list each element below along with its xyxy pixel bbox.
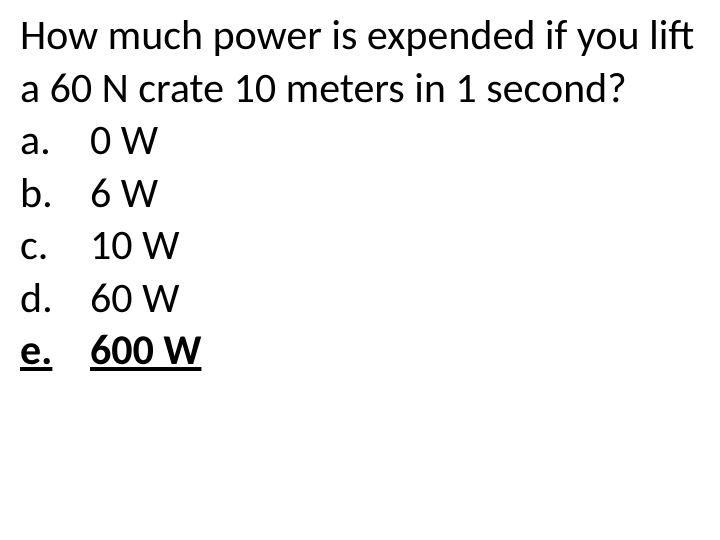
- option-letter: d.: [20, 273, 90, 326]
- option-letter: c.: [20, 220, 90, 273]
- option-letter: e.: [20, 325, 90, 378]
- option-c: c. 10 W: [20, 220, 700, 273]
- option-a: a. 0 W: [20, 115, 700, 168]
- option-letter: b.: [20, 168, 90, 221]
- option-e: e. 600 W: [20, 325, 700, 378]
- option-value: 600 W: [90, 325, 700, 378]
- option-value: 0 W: [90, 115, 700, 168]
- option-value: 60 W: [90, 273, 700, 326]
- options-list: a. 0 W b. 6 W c. 10 W d. 60 W e. 600 W: [20, 115, 700, 378]
- option-value: 10 W: [90, 220, 700, 273]
- option-value: 6 W: [90, 168, 700, 221]
- option-b: b. 6 W: [20, 168, 700, 221]
- option-letter: a.: [20, 115, 90, 168]
- option-d: d. 60 W: [20, 273, 700, 326]
- question-text: How much power is expended if you lift a…: [20, 10, 700, 115]
